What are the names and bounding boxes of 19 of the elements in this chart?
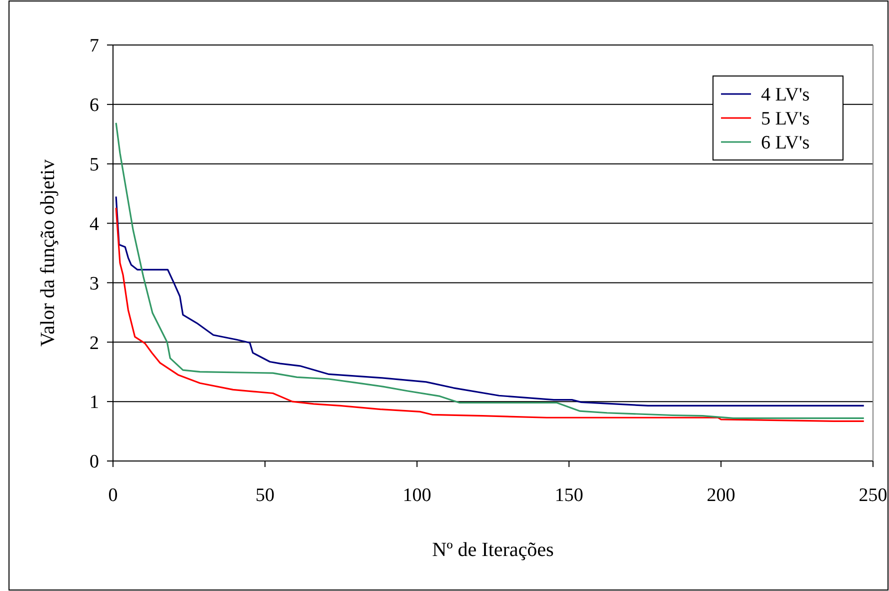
x-tick-label: 50 [256, 485, 274, 506]
x-tick-label: 200 [706, 485, 736, 506]
y-axis-title: Valor da função objetiv [37, 159, 59, 347]
y-tick-label: 6 [90, 95, 99, 116]
x-tick-label: 0 [108, 485, 118, 506]
legend-label: 6 LV's [761, 132, 810, 154]
x-tick-label: 150 [554, 485, 584, 506]
y-tick-label: 3 [90, 273, 99, 294]
x-tick-label: 100 [402, 485, 432, 506]
x-tick-label: 250 [858, 485, 888, 506]
y-tick-label: 0 [90, 452, 99, 473]
y-tick-label: 2 [90, 332, 99, 354]
x-axis-title: Nº de Iterações [432, 539, 554, 561]
y-tick-label: 7 [90, 36, 99, 57]
legend-label: 5 LV's [761, 108, 810, 130]
y-tick-label: 1 [90, 392, 99, 414]
legend-label: 4 LV's [761, 84, 810, 106]
y-tick-label: 5 [90, 154, 99, 176]
y-tick-label: 4 [90, 214, 100, 235]
